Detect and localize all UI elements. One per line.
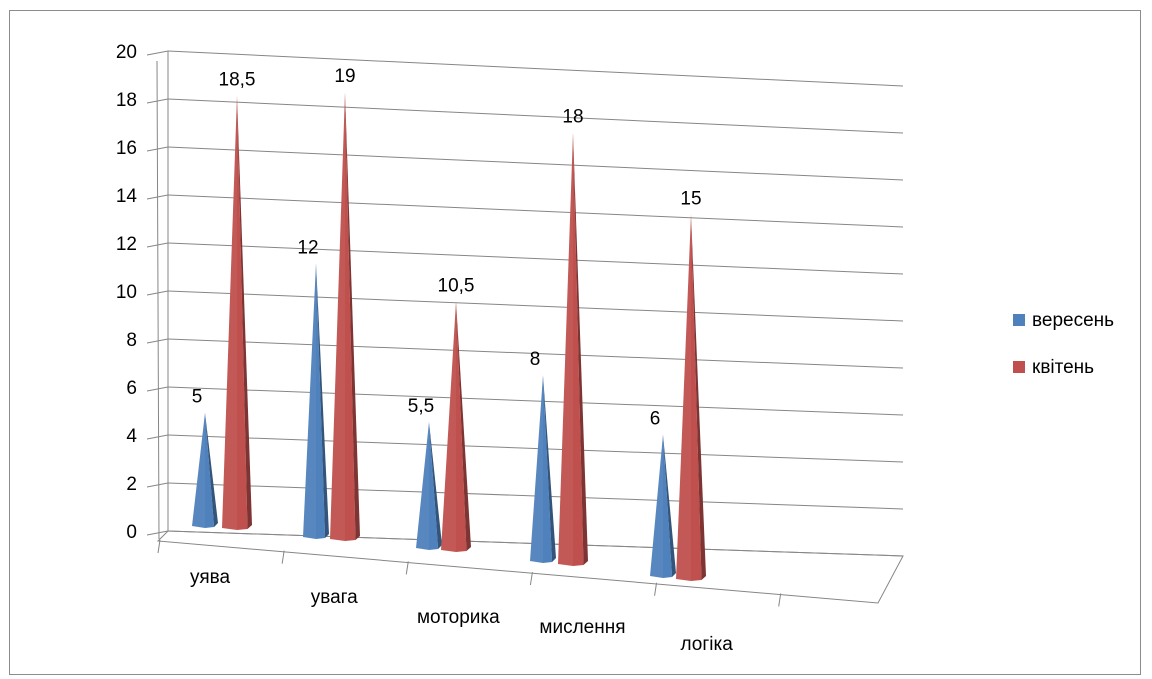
cone-mark-shade	[237, 95, 252, 530]
gridline	[167, 434, 904, 463]
gridline	[167, 146, 904, 181]
legend: вересень квітень	[1013, 310, 1114, 378]
y-tick-label: 10	[116, 282, 137, 303]
cone-mark	[530, 375, 543, 563]
gridline	[167, 50, 904, 87]
data-label: 15	[680, 188, 701, 209]
x-category-label: логіка	[680, 634, 733, 655]
data-labels: 5 12 5,5 8 6 18,5 19 10,5 18 15	[192, 66, 702, 430]
cone-mark-face	[237, 95, 248, 531]
cone-mark-shade	[456, 301, 471, 551]
data-label: 19	[334, 66, 355, 87]
gridline	[167, 338, 904, 369]
y-tick-mark	[146, 50, 169, 56]
legend-label: квітень	[1032, 357, 1094, 378]
y-tick-label: 14	[116, 186, 138, 207]
x-tick-mark	[157, 539, 161, 554]
cone-mark-shade	[429, 421, 442, 549]
gridline	[167, 290, 904, 322]
x-tick-mark	[405, 561, 409, 575]
x-category-label: уява	[190, 567, 230, 588]
cone-mark-face	[205, 412, 215, 528]
cone-mark	[303, 263, 316, 539]
legend-swatch	[1013, 361, 1025, 373]
legend-label: вересень	[1032, 310, 1114, 331]
y-axis-ticks: 0 2 4 6 8 10 12 14 16 18 20	[116, 42, 138, 543]
x-category-label: увага	[311, 587, 358, 608]
cone-mark	[192, 412, 205, 528]
cone-mark	[558, 132, 573, 566]
y-tick-label: 18	[116, 90, 137, 111]
data-label: 5	[192, 387, 203, 408]
y-tick-label: 20	[116, 42, 137, 63]
y-tick-label: 0	[126, 522, 137, 543]
y-tick-mark	[146, 434, 169, 440]
cone-mark-shade	[345, 92, 360, 541]
legend-swatch	[1013, 314, 1025, 326]
y-tick-mark	[146, 482, 169, 488]
cone-series	[192, 92, 706, 581]
data-label: 10,5	[438, 275, 475, 296]
data-label: 6	[650, 409, 661, 430]
y-tick-label: 2	[126, 474, 137, 495]
y-tick-label: 8	[126, 330, 137, 351]
cone-mark-shade	[663, 434, 676, 577]
gridlines	[146, 50, 904, 557]
cone-mark-face	[573, 132, 584, 566]
gridline	[167, 242, 904, 275]
cone-mark	[441, 301, 456, 552]
cone-mark-shade	[316, 263, 329, 538]
cone-mark-face	[456, 301, 467, 552]
x-tick-mark	[529, 571, 533, 586]
chart-floor	[156, 530, 904, 604]
cone-mark-shade	[205, 412, 218, 527]
cone-mark-face	[316, 263, 326, 539]
data-label: 18,5	[219, 70, 256, 91]
cone-mark	[650, 434, 663, 578]
x-axis-categories: уява увага моторика мислення логіка	[157, 539, 782, 655]
y-tick-label: 6	[126, 378, 137, 399]
x-tick-mark	[778, 593, 782, 607]
gridline	[167, 386, 904, 416]
y-tick-label: 16	[116, 138, 137, 159]
x-tick-mark	[281, 550, 285, 564]
data-label: 18	[562, 107, 583, 128]
data-label: 12	[297, 237, 318, 258]
y-axis-front-line	[156, 60, 160, 540]
x-category-label: моторика	[417, 607, 500, 628]
cone-mark	[222, 95, 237, 531]
x-tick-mark	[654, 582, 658, 596]
cone-mark-face	[543, 375, 553, 563]
cone-mark-face	[345, 92, 356, 542]
y-tick-mark	[146, 386, 169, 392]
cone-mark	[416, 421, 429, 550]
chart-area: 0 2 4 6 8 10 12 14 16 18 20 уява увага моторика мисле…	[9, 10, 1141, 675]
cone-mark-face	[429, 421, 439, 550]
gridline	[167, 194, 904, 228]
cone-mark-shade	[543, 375, 556, 562]
cone-mark-shade	[573, 132, 588, 565]
cone-mark	[676, 214, 691, 581]
cone-mark-face	[691, 214, 702, 581]
gridline	[167, 98, 904, 134]
cone-mark-face	[663, 434, 673, 578]
y-tick-label: 12	[116, 234, 137, 255]
data-label: 5,5	[408, 396, 434, 417]
x-category-label: мислення	[539, 617, 625, 638]
y-tick-mark	[146, 338, 169, 344]
y-tick-mark	[146, 530, 169, 536]
cone-mark-shade	[691, 214, 706, 580]
y-tick-label: 4	[126, 426, 137, 447]
chart-canvas: 0 2 4 6 8 10 12 14 16 18 20 уява увага моторика мисле…	[116, 42, 1114, 655]
data-label: 8	[530, 349, 541, 370]
cone-mark	[330, 92, 345, 542]
floor-outline	[156, 530, 904, 604]
